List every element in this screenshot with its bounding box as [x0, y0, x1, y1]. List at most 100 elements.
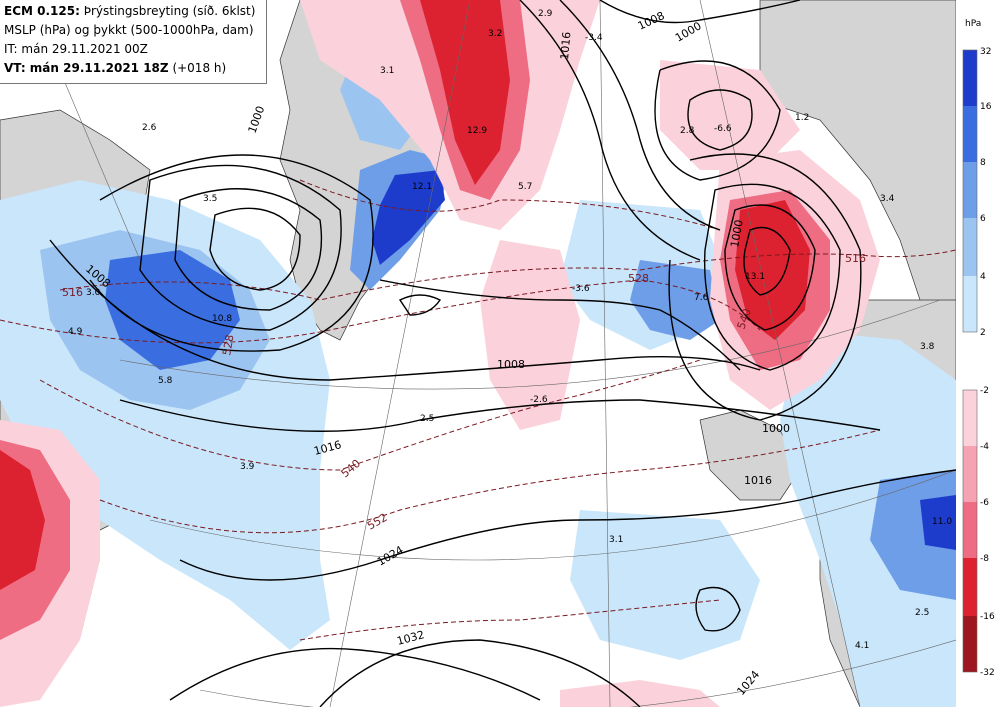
tendency-label: 10.8 — [212, 314, 232, 324]
legend-unit: hPa — [965, 19, 981, 29]
isobar-east-low-1 — [743, 226, 791, 296]
tendency-label: 2.9 — [538, 9, 553, 19]
isobar-1016-west — [49, 239, 761, 381]
legend-swatch-rise — [963, 276, 977, 332]
tendency-label: 3.8 — [920, 342, 935, 352]
color-legend: hPa 32 16 8 6 4 2 -2 -4 -6 — [956, 0, 1000, 707]
rise-area-west-strong — [105, 250, 240, 370]
fall-area-west-strong — [0, 450, 45, 590]
isobar-label: 1016 — [558, 31, 573, 60]
tendency-label: 12.9 — [467, 126, 487, 136]
tendency-label: 1.2 — [795, 113, 809, 123]
isobar-ne-1000 — [654, 60, 781, 181]
legend-positive-frame — [962, 49, 978, 333]
isobar-label: 1000 — [762, 422, 790, 435]
meridian-3 — [699, 0, 861, 707]
legend-swatch-rise — [963, 162, 977, 218]
isobar-label: 1032 — [395, 628, 425, 648]
legend-tick: -8 — [980, 554, 989, 564]
british-isles-land — [699, 409, 801, 501]
initial-time: IT: mán 29.11.2021 00Z — [4, 42, 148, 56]
thickness-contour-south — [299, 599, 721, 641]
tendency-labels: 2.6 3.5 10.8 5.8 4.9 3.0 12.1 12.9 5.7 2… — [68, 9, 952, 651]
weather-map: 1000 1008 1008 1016 1016 1024 1032 1000 … — [0, 0, 956, 707]
isobar-low-west-3 — [139, 164, 342, 331]
legend-tick: -4 — [980, 442, 989, 452]
thickness-label: 552 — [365, 511, 390, 533]
tendency-label: 2.6 — [142, 123, 157, 133]
fall-area-ne-weak — [660, 60, 800, 170]
thickness-label: 528 — [220, 334, 236, 357]
isobar-greenland-low — [398, 294, 442, 316]
tendency-label: -6.6 — [714, 124, 732, 134]
graticule — [29, 0, 956, 707]
isobar-1016 — [119, 399, 881, 432]
tendency-label: 12.1 — [412, 182, 432, 192]
tendency-label: -3.6 — [572, 284, 590, 294]
isobar-label: 1024 — [375, 543, 406, 568]
tendency-label: 7.6 — [694, 293, 709, 303]
valid-time-line: VT: mán 29.11.2021 18Z (+018 h) — [4, 59, 262, 78]
legend-tick: -16 — [980, 612, 995, 622]
legend-tick: -32 — [980, 668, 995, 678]
tendency-label: 5.7 — [518, 182, 532, 192]
rise-area-mid-med — [630, 260, 720, 340]
tendency-label: 4.9 — [68, 327, 83, 337]
tendency-label: 3.1 — [380, 66, 394, 76]
lat-circle-3 — [199, 639, 956, 707]
isobar-east-low-3 — [703, 183, 841, 371]
isobar-west-1008 — [89, 154, 374, 352]
thickness-label: 516 — [62, 286, 83, 299]
legend-swatch-rise — [963, 50, 977, 106]
lat-circle-2 — [149, 469, 956, 561]
isobar-east-1000 — [668, 153, 862, 421]
isobar-east-low-2 — [724, 204, 816, 331]
legend-tick: 2 — [980, 328, 986, 338]
thickness-label: 516 — [845, 252, 866, 265]
fields-description: MSLP (hPa) og þykkt (500-1000hPa, dam) — [4, 23, 254, 37]
product-title-line: ECM 0.125: Þrýstingsbreyting (síð. 6klst… — [4, 2, 262, 21]
isobar-north-1 — [519, 0, 701, 261]
tendency-label: 3.5 — [203, 194, 217, 204]
legend-negative-bar — [962, 389, 978, 673]
fall-area-mid-weak — [480, 240, 580, 430]
map-canvas: 1000 1008 1008 1016 1016 1024 1032 1000 … — [0, 0, 956, 707]
isobar-label: 1008 — [497, 358, 525, 371]
isobar-north-2 — [559, 0, 721, 231]
legend-swatch-fall — [963, 390, 977, 446]
forecast-step: (+018 h) — [172, 61, 227, 75]
tendency-label: 3.1 — [609, 535, 623, 545]
legend-tick: 16 — [980, 102, 992, 112]
legend-swatch-rise — [963, 106, 977, 162]
legend-negative-frame — [962, 389, 978, 673]
map-title-box: ECM 0.125: Þrýstingsbreyting (síð. 6klst… — [0, 0, 267, 84]
isobar-label: 1024 — [734, 668, 762, 698]
legend-swatch-fall — [963, 616, 977, 672]
legend-swatch-rise — [963, 218, 977, 276]
thickness-label: 540 — [339, 457, 363, 480]
legend-tick: 6 — [980, 214, 986, 224]
rise-area-greenland-strong — [372, 170, 445, 265]
product-name: Þrýstingsbreyting (síð. 6klst) — [83, 4, 256, 18]
pressure-rise-areas — [0, 40, 956, 707]
legend-negative-ticks: -2 -4 -6 -8 -16 -32 — [980, 386, 995, 678]
legend-canvas: hPa 32 16 8 6 4 2 -2 -4 -6 — [962, 19, 995, 678]
tendency-label: 4.1 — [855, 641, 869, 651]
lat-circle-1 — [119, 299, 941, 390]
legend-tick: -2 — [980, 386, 989, 396]
rise-area-east-strong — [920, 495, 956, 550]
meridian-2 — [599, 0, 611, 707]
isobars — [49, 0, 956, 707]
tendency-label: 3.4 — [880, 194, 895, 204]
legend-tick: 8 — [980, 158, 986, 168]
isobar-1008-mid — [379, 279, 741, 371]
legend-tick: 4 — [980, 272, 986, 282]
fall-area-south-weak — [560, 680, 720, 707]
thickness-contour-552 — [99, 429, 881, 534]
isobar-south-2 — [319, 639, 641, 707]
thickness-contour-540 — [39, 359, 701, 471]
isobar-low-west-2 — [174, 188, 323, 311]
legend-tick: -6 — [980, 498, 989, 508]
thickness-contour-528 — [0, 279, 761, 344]
meridian-1 — [329, 0, 471, 707]
